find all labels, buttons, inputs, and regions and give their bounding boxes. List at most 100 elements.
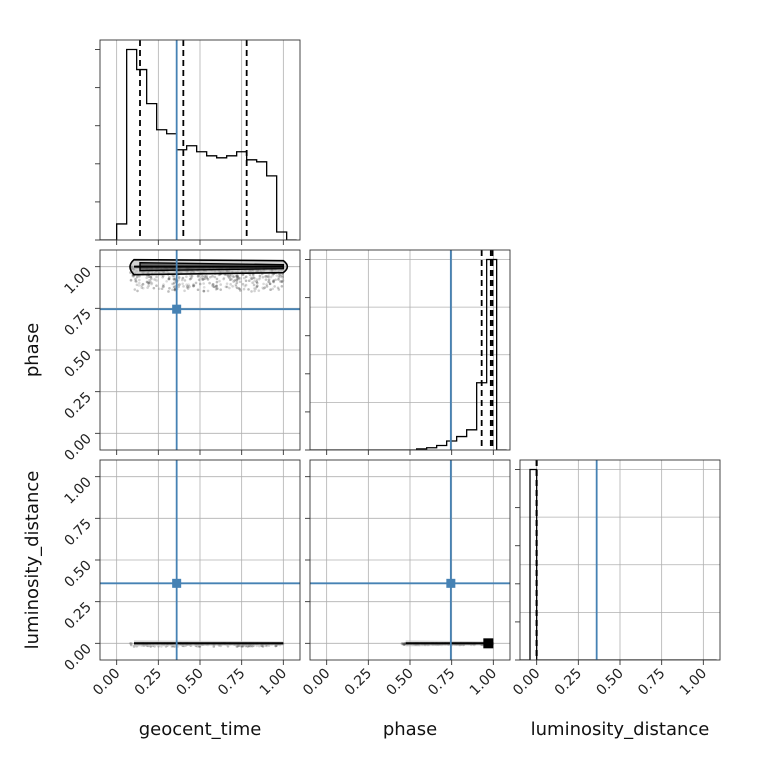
sample-point [157, 287, 161, 291]
sample-point [147, 275, 151, 278]
sample-point [200, 277, 204, 281]
gridlines [310, 460, 510, 660]
sample-point [149, 280, 152, 284]
sample-point [170, 282, 174, 286]
sample-point [134, 279, 138, 283]
sample-point [168, 286, 171, 290]
sample-point [197, 278, 201, 282]
sample-point [218, 279, 221, 283]
sample-point [255, 278, 259, 281]
sample-point [231, 284, 234, 288]
sample-point [228, 278, 232, 282]
sample-point [129, 279, 133, 282]
sample-point [402, 643, 406, 647]
gridlines [310, 250, 510, 450]
sample-point [275, 274, 279, 277]
sample-point [205, 276, 209, 280]
sample-point [252, 276, 256, 280]
sample-point [225, 285, 229, 289]
sample-point [239, 289, 242, 292]
sample-point [213, 275, 217, 279]
sample-point [135, 283, 139, 287]
x-tick-label: 0.25 [552, 666, 585, 699]
sample-point [236, 645, 239, 648]
panel-phase-phase [305, 249, 511, 455]
sample-point [206, 289, 210, 293]
sample-point [214, 285, 218, 288]
sample-point [400, 642, 404, 646]
panel-luminosity_distance-luminosity_distance: 0.00 0.25 0.50 0.75 1.00 [510, 459, 721, 699]
sample-point [133, 288, 137, 291]
sample-point [228, 286, 231, 290]
x-tick-label: 1.00 [467, 666, 500, 699]
sample-point [148, 279, 151, 282]
sample-point [189, 277, 193, 280]
sample-point [255, 280, 258, 284]
sample-point [258, 276, 262, 280]
x-axis-label-luminosity_distance: luminosity_distance [531, 719, 710, 740]
sample-point [236, 276, 240, 279]
y-tick-label: 1.00 [61, 474, 94, 507]
sample-point [276, 286, 280, 290]
y-axis-label-phase: phase [22, 323, 43, 377]
sample-point [192, 284, 196, 287]
sample-point [137, 281, 141, 285]
sample-point [205, 276, 209, 279]
sample-point [254, 287, 258, 291]
sample-point [246, 645, 250, 648]
sample-point [403, 642, 406, 646]
sample-point [173, 288, 176, 292]
sample-point [180, 278, 184, 282]
sample-point [129, 642, 133, 645]
sample-point [183, 289, 186, 293]
sample-point [237, 277, 240, 281]
sample-point [227, 276, 231, 279]
x-tick-label: 0.50 [593, 666, 626, 699]
sample-point [183, 279, 187, 282]
sample-point [160, 287, 164, 291]
sample-point [235, 274, 239, 277]
y-axis-label-luminosity_distance: luminosity_distance [22, 471, 43, 650]
x-tick-label: 0.00 [300, 666, 333, 699]
sample-point [202, 289, 206, 293]
sample-point [281, 274, 284, 278]
sample-point [196, 275, 200, 278]
sample-point [182, 285, 185, 288]
sample-point [403, 642, 407, 645]
sample-point [141, 282, 145, 286]
sample-point [265, 285, 269, 288]
y-tick-label: 0.50 [61, 558, 94, 591]
sample-point [172, 282, 175, 286]
sample-point [155, 284, 158, 287]
sample-point [236, 275, 239, 279]
sample-point [237, 276, 241, 280]
sample-point [257, 277, 261, 281]
sample-point [192, 283, 195, 286]
sample-point [235, 274, 238, 278]
histogram-phase [310, 258, 507, 450]
sample-point [277, 278, 280, 281]
sample-point [232, 280, 235, 283]
sample-point [224, 285, 228, 289]
sample-point [281, 279, 285, 282]
sample-point [401, 642, 405, 645]
sample-point [280, 280, 284, 284]
density-geocent_time-phase [128, 258, 289, 293]
sample-point [230, 277, 233, 281]
gridlines [100, 460, 300, 660]
sample-point [212, 285, 215, 288]
sample-point [264, 274, 268, 278]
sample-point [167, 277, 171, 281]
sample-point [257, 289, 261, 292]
sample-point [211, 284, 214, 287]
sample-point [252, 283, 256, 287]
sample-point [129, 278, 133, 282]
sample-point [167, 277, 171, 281]
sample-point [248, 273, 252, 277]
x-axis-label-phase: phase [383, 719, 437, 740]
sample-point [256, 284, 259, 288]
sample-point [269, 275, 273, 279]
sample-point [232, 275, 236, 279]
sample-point [237, 287, 241, 290]
truth-marker [172, 578, 182, 588]
